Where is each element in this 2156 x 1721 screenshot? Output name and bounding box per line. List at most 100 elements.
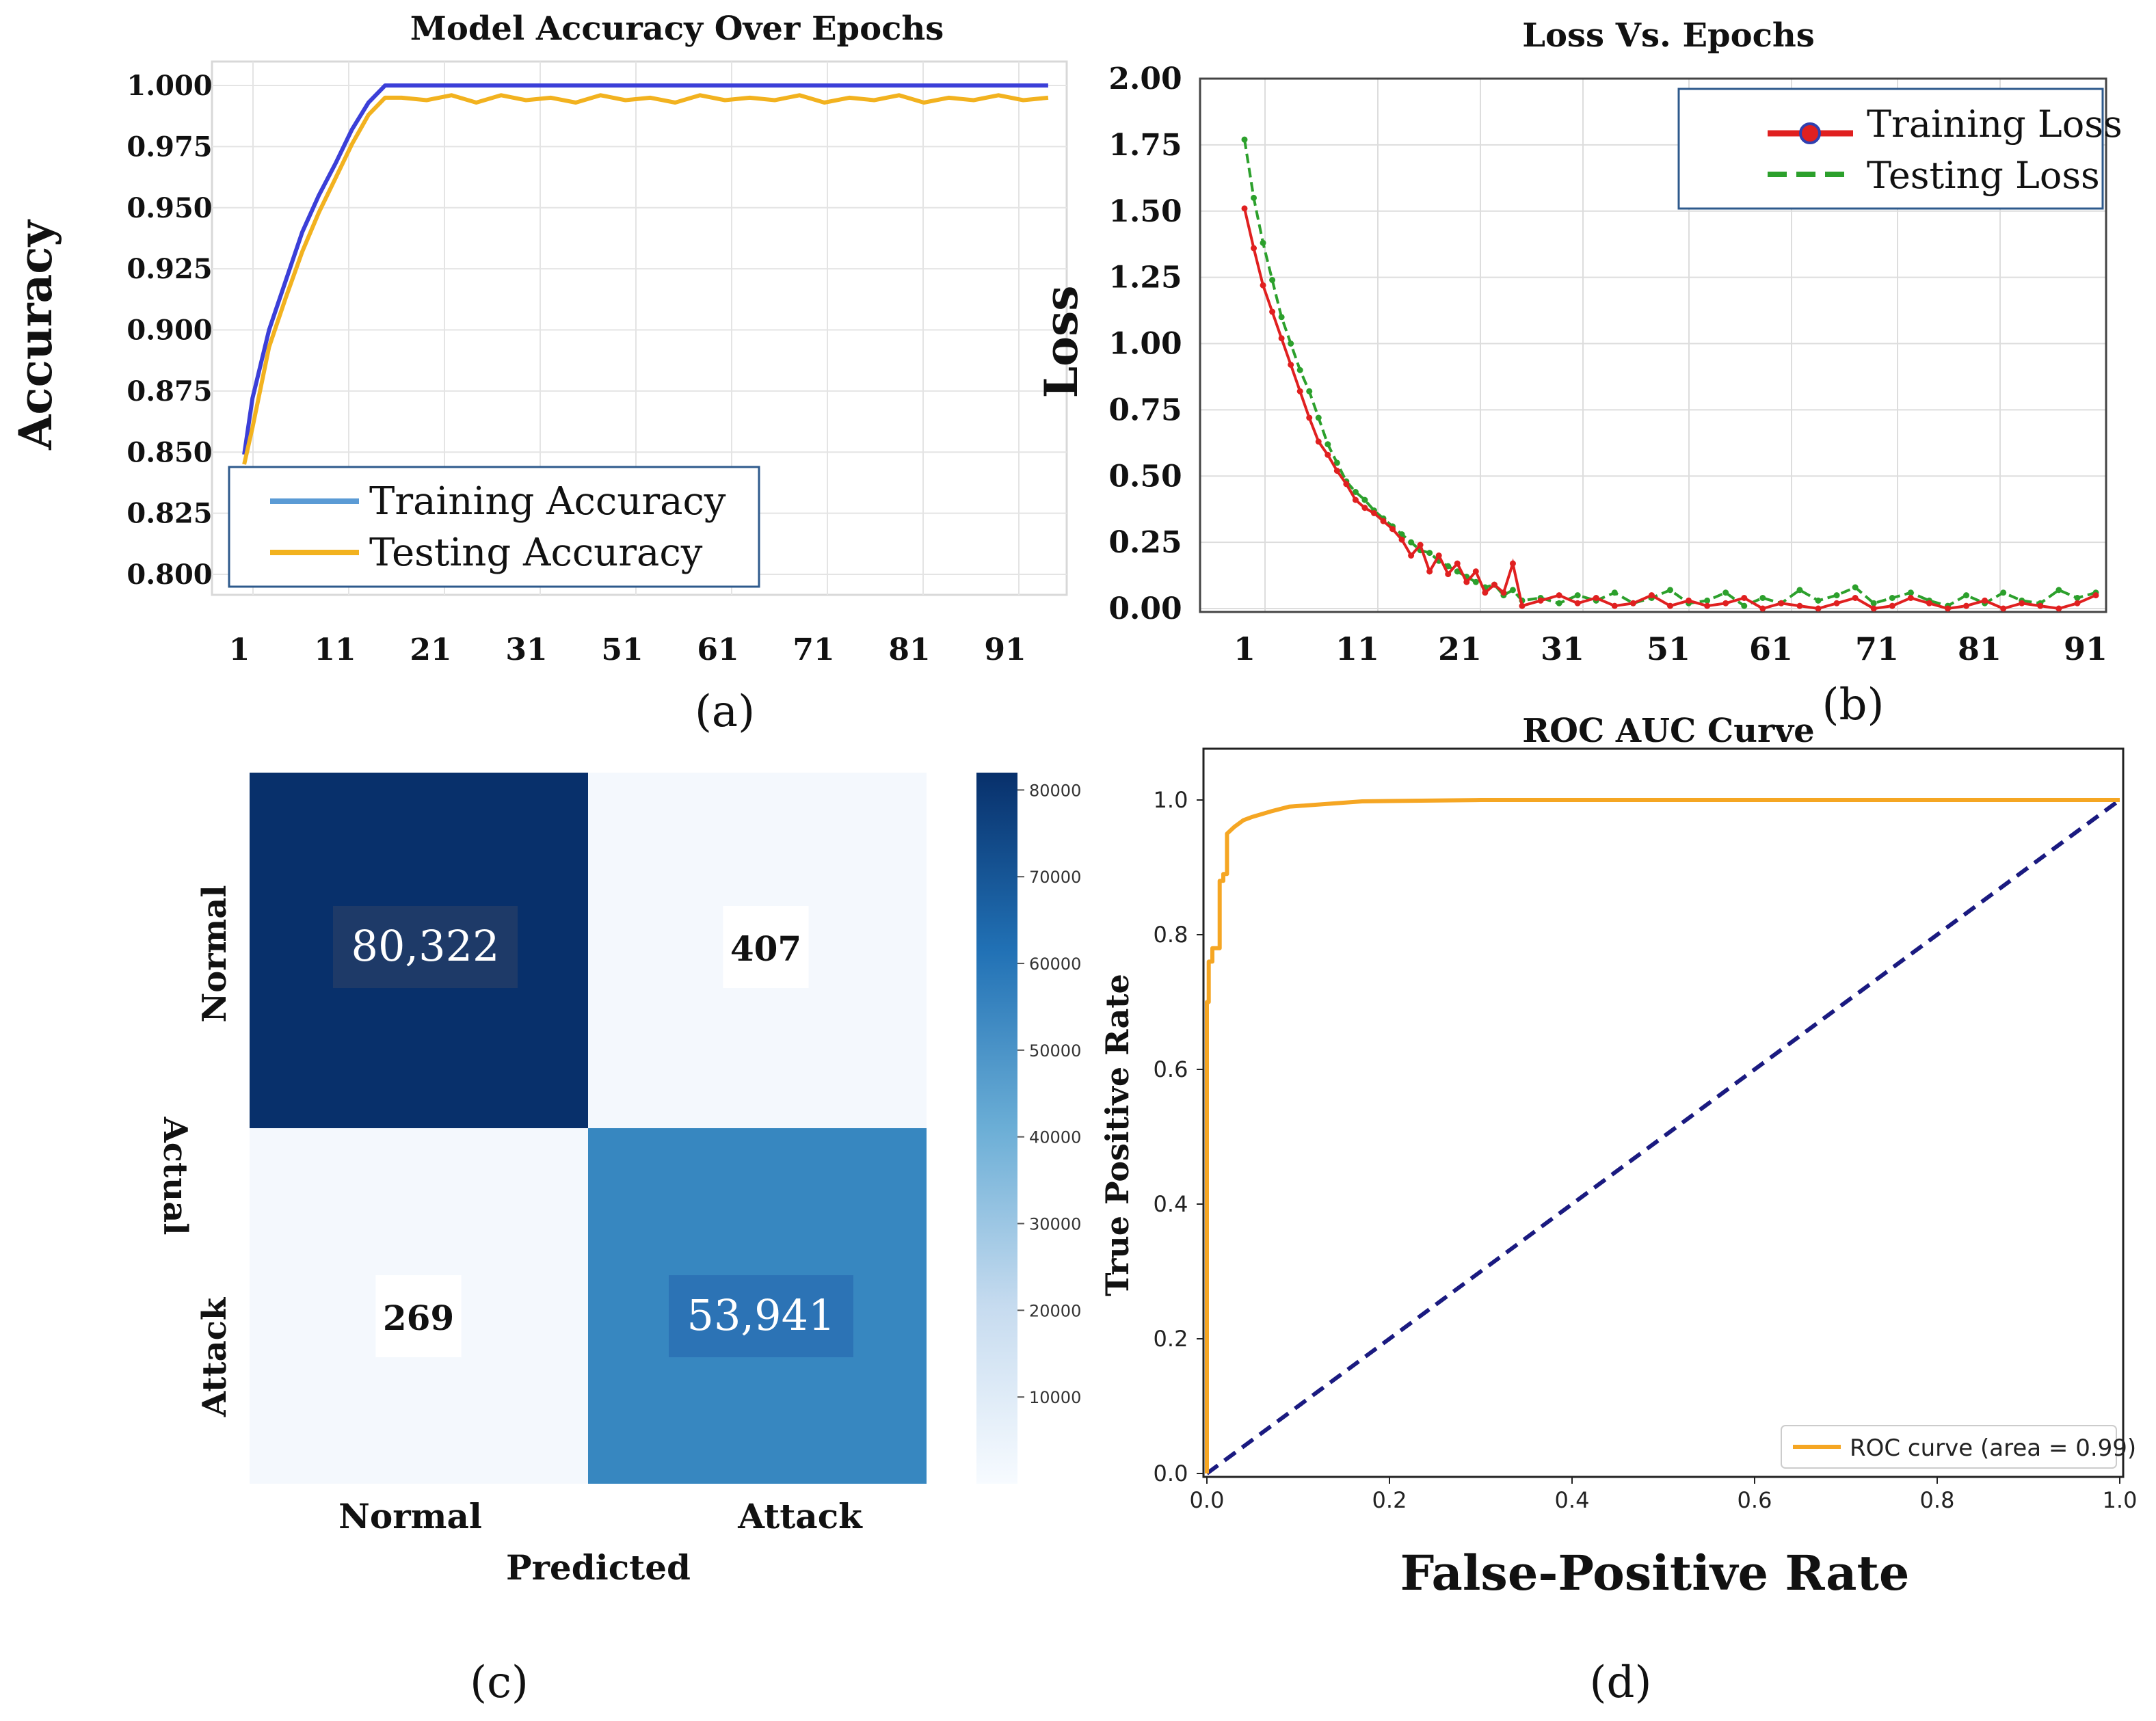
chart-b-point-training-loss <box>1509 560 1516 567</box>
chart-b-point-training-loss <box>1741 595 1748 601</box>
chart-b-point-testing-loss <box>1445 563 1452 570</box>
chart-b-point-testing-loss <box>1574 592 1581 599</box>
chart-d-x-tick-label: 0.8 <box>1920 1487 1955 1513</box>
chart-b-point-training-loss <box>1389 526 1396 533</box>
cm-colorbar-tick-label: 60000 <box>1029 955 1081 974</box>
chart-b-point-training-loss <box>1870 605 1877 612</box>
chart-b-x-tick-label: 11 <box>1335 630 1379 667</box>
chart-d-y-tick-label: 0.0 <box>1154 1460 1188 1486</box>
cm-colorbar-tick-label: 40000 <box>1029 1128 1081 1147</box>
chart-a-line-testing-accuracy <box>242 93 1049 465</box>
chart-b-point-training-loss <box>1722 600 1729 606</box>
chart-b-y-tick-label: 1.00 <box>1108 327 1182 362</box>
chart-d-y-tick-label: 0.8 <box>1154 922 1188 948</box>
chart-b-point-training-loss <box>1556 592 1562 599</box>
chart-a-x-tick-label: 21 <box>410 632 451 667</box>
chart-a-legend: Training Accuracy Testing Accuracy <box>228 466 760 588</box>
chart-b-point-training-loss <box>1482 589 1489 596</box>
chart-b-point-training-loss <box>1343 481 1350 488</box>
cm-colorbar-tick-label: 30000 <box>1029 1215 1081 1234</box>
chart-b-point-training-loss <box>1759 605 1766 612</box>
chart-b-point-testing-loss <box>1759 595 1766 601</box>
chart-a-y-tick-label: 1.000 <box>127 70 212 102</box>
chart-a-x-tick-label: 91 <box>984 632 1026 667</box>
confusion-matrix-row-labels: Normal Attack <box>196 885 234 1417</box>
chart-b-point-testing-loss <box>1667 587 1673 593</box>
chart-b-y-tick-label: 0.25 <box>1108 525 1182 560</box>
chart-b-plot-area <box>1199 77 2107 613</box>
chart-b-y-tick-label: 1.25 <box>1108 261 1182 295</box>
chart-a-y-label: Accuracy <box>9 219 62 451</box>
chart-b-point-training-loss <box>2055 605 2062 612</box>
chart-b-point-training-loss <box>1398 536 1405 543</box>
chart-b-point-training-loss <box>1982 597 1988 604</box>
chart-a-plot-area <box>211 60 1068 596</box>
legend-training-accuracy-label: Training Accuracy <box>369 479 726 524</box>
chart-b-y-tick-label: 0.50 <box>1108 459 1182 494</box>
chart-b-y-tick-label: 0.75 <box>1108 392 1182 427</box>
cm-y-axis-label: Actual <box>156 1117 194 1236</box>
chart-b-point-training-loss <box>1306 414 1313 421</box>
chart-b-point-training-loss <box>1454 560 1461 567</box>
chart-d-legend: ROC curve (area = 0.99) <box>1781 1425 2136 1469</box>
panel-d-roc-chart: ROC AUC Curve 1.00.80.60.40.20.0 0.0 0.2 0… <box>1099 712 2137 1708</box>
chart-b-point-testing-loss <box>1306 388 1313 395</box>
cm-x-axis-label: Predicted <box>506 1547 691 1588</box>
chart-b-legend: Training Loss Testing Loss <box>1677 88 2122 210</box>
chart-b-point-testing-loss <box>1741 602 1748 609</box>
cm-value-box <box>375 1275 462 1357</box>
chart-d-x-tick-label: 0.4 <box>1555 1487 1590 1513</box>
chart-a-title: Model Accuracy Over Epochs <box>410 10 944 48</box>
chart-b-point-testing-loss <box>1352 489 1359 495</box>
chart-d-x-tick-label: 0.0 <box>1190 1487 1225 1513</box>
chart-a-x-ticks: 1 11 21 31 51 61 71 81 91 <box>229 632 1026 667</box>
cm-value-attack-attack: 53,941 <box>687 1290 836 1340</box>
chart-b-point-training-loss <box>1296 388 1303 395</box>
chart-b-y-tick-label: 1.50 <box>1108 194 1182 229</box>
chart-b-point-training-loss <box>2000 605 2007 612</box>
chart-b-point-testing-loss <box>1907 589 1914 596</box>
chart-a-x-tick-label: 71 <box>793 632 834 667</box>
cm-colorbar-tick-label: 20000 <box>1029 1301 1081 1320</box>
chart-b-point-training-loss <box>1907 595 1914 601</box>
chart-b-point-testing-loss <box>1315 414 1322 421</box>
chart-b-x-tick-label: 51 <box>1647 630 1690 667</box>
chart-b-point-training-loss <box>1361 505 1368 511</box>
cm-value-normal-attack: 407 <box>730 929 801 969</box>
chart-b-point-training-loss <box>1944 605 1951 612</box>
chart-b-point-training-loss <box>1491 581 1498 588</box>
chart-b-point-training-loss <box>2037 602 2044 609</box>
confusion-matrix-cells <box>250 773 927 1484</box>
panel-label-d: (d) <box>1590 1657 1652 1708</box>
chart-b-x-tick-label: 21 <box>1438 630 1482 667</box>
chart-b-point-training-loss <box>1648 592 1655 599</box>
chart-b-point-testing-loss <box>1722 589 1729 596</box>
chart-d-line-diagonal <box>1206 798 2121 1476</box>
chart-d-x-tick-label: 0.2 <box>1372 1487 1407 1513</box>
chart-b-x-tick-label: 91 <box>2064 630 2107 667</box>
chart-a-series <box>242 83 1049 465</box>
chart-b-point-training-loss <box>1500 589 1507 596</box>
chart-b-point-training-loss <box>1241 205 1248 212</box>
chart-b-point-training-loss <box>1288 362 1294 368</box>
chart-b-point-training-loss <box>1519 602 1526 609</box>
chart-b-point-training-loss <box>1815 605 1822 612</box>
panel-label-a: (a) <box>695 686 755 737</box>
chart-d-y-tick-label: 0.2 <box>1154 1326 1188 1352</box>
panel-label-b: (b) <box>1822 680 1885 730</box>
chart-b-point-testing-loss <box>1472 578 1479 585</box>
chart-b-point-training-loss <box>1574 600 1581 606</box>
chart-a-legend-box <box>228 466 760 588</box>
chart-b-x-tick-label: 61 <box>1749 630 1793 667</box>
chart-b-point-testing-loss <box>1796 587 1803 593</box>
cm-value-box <box>723 906 809 988</box>
chart-b-point-testing-loss <box>1325 441 1331 448</box>
chart-a-y-tick-label: 0.950 <box>127 192 212 224</box>
chart-a-y-tick-label: 0.975 <box>127 131 212 163</box>
chart-b-point-testing-loss <box>1852 584 1859 591</box>
chart-a-y-tick-label: 0.850 <box>127 436 212 468</box>
cm-col-label-normal: Normal <box>338 1496 482 1536</box>
panel-label-c: (c) <box>470 1657 529 1708</box>
cm-value-box <box>333 906 518 988</box>
chart-b-point-testing-loss <box>1454 568 1461 575</box>
